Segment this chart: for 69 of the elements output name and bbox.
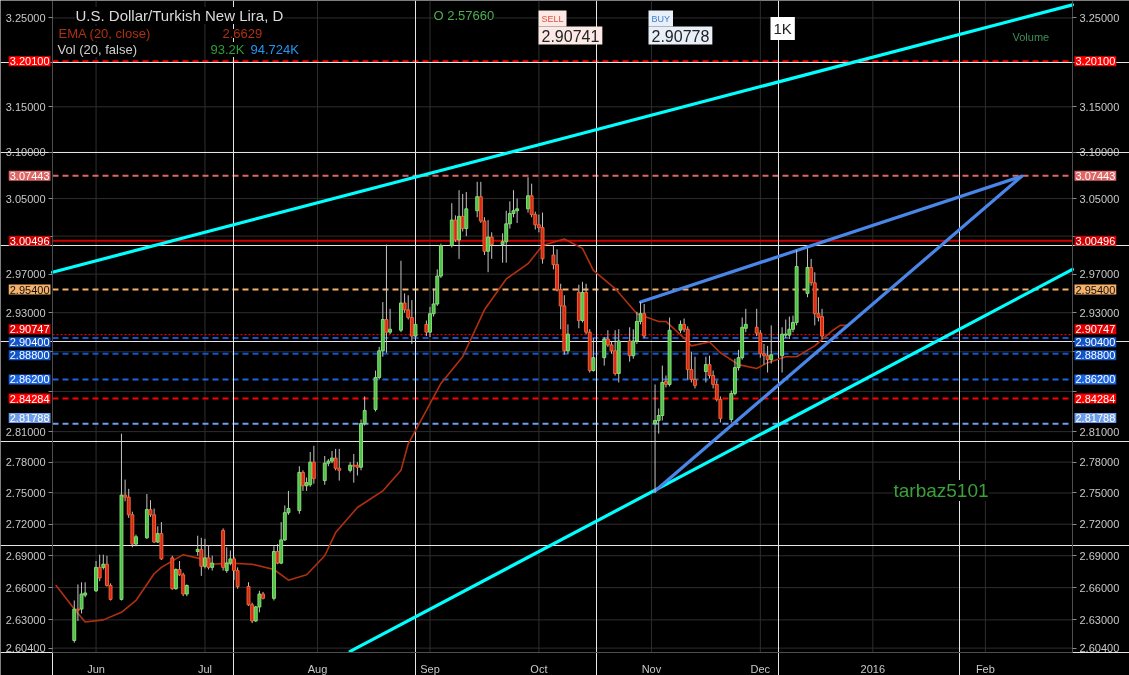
text: 3.15000 — [5, 100, 46, 113]
ref-line-label: 2.84284 — [1075, 392, 1116, 405]
text: 2.88800 — [9, 349, 50, 362]
annotation: BUY — [651, 13, 671, 24]
text: 3.07443 — [9, 169, 50, 182]
text: 3.05000 — [5, 192, 46, 205]
text: 2.95400 — [9, 283, 50, 296]
y-tick-label: 2.63000 — [1079, 613, 1120, 626]
annotation: 93.2K — [210, 42, 245, 57]
y-tick-label: 3.25000 — [1079, 11, 1120, 24]
text: 2.78000 — [5, 456, 46, 469]
y-tick-label: 3.05000 — [1079, 192, 1120, 205]
annotation: Volume — [1012, 30, 1050, 43]
text: 2.84284 — [9, 392, 50, 405]
annotation: 2.6629 — [222, 26, 263, 41]
x-tick-label: Nov — [641, 662, 662, 675]
text: 2.66000 — [5, 581, 46, 594]
x-tick-label: Oct — [530, 662, 548, 675]
ref-line-label: 2.90747 — [1075, 323, 1116, 336]
ref-line-label: 2.90400 — [1075, 336, 1116, 349]
x-tick-label: Jul — [197, 662, 212, 675]
chart-title: U.S. Dollar/Turkish New Lira, D — [75, 7, 284, 24]
text: 3.00496 — [9, 234, 50, 247]
annotation: 2.90778 — [651, 27, 710, 45]
annotation: tarbaz5101 — [893, 480, 989, 501]
y-tick-label: 2.97000 — [1079, 268, 1120, 281]
x-tick-label: Feb — [975, 662, 995, 675]
y-tick-label: 2.72000 — [1079, 518, 1120, 531]
ref-line-label: 2.88800 — [1075, 349, 1116, 362]
text: 2.75000 — [5, 487, 46, 499]
x-tick-label: 2016 — [860, 662, 886, 675]
ref-line-label: 2.95400 — [1075, 283, 1116, 296]
ref-line-label: 3.20100 — [1075, 55, 1116, 68]
text: 2.69000 — [5, 549, 46, 562]
text: EMA (20, close) — [58, 26, 151, 41]
ref-line-label: 3.07443 — [1075, 169, 1116, 182]
y-tick-label: 2.66000 — [1079, 581, 1120, 594]
y-tick-label: 2.78000 — [1079, 456, 1120, 469]
y-tick-label: 2.75000 — [1079, 487, 1120, 499]
annotation: O 2.57660 — [433, 8, 495, 23]
text: 2.97000 — [5, 268, 46, 281]
annotation: Vol (20, false) — [57, 42, 137, 57]
text: 2.93000 — [5, 306, 46, 319]
annotation: SELL — [541, 13, 564, 24]
annotation: 1K — [773, 20, 792, 37]
text: 2.86200 — [9, 373, 50, 386]
text: 2.60400 — [5, 642, 46, 655]
y-tick-label: 2.81000 — [1079, 425, 1120, 438]
y-tick-label: 2.69000 — [1079, 549, 1120, 562]
ref-line-label: 3.00496 — [1075, 234, 1116, 247]
x-tick-label: Aug — [307, 662, 328, 675]
text: 3.20100 — [9, 55, 50, 68]
x-tick-label: Sep — [420, 662, 440, 675]
text: 3.25000 — [5, 11, 46, 24]
x-tick-label: Dec — [750, 662, 771, 675]
x-tick-label: Jun — [87, 662, 105, 675]
text: 2.90747 — [9, 323, 50, 336]
text: 2.81000 — [5, 425, 46, 438]
annotation: 94.724K — [250, 42, 300, 57]
y-tick-label: 2.93000 — [1079, 306, 1120, 319]
text: 2.63000 — [5, 613, 46, 626]
annotation: 2.90741 — [541, 27, 600, 45]
text: 2.72000 — [5, 518, 46, 531]
y-tick-label: 3.15000 — [1079, 100, 1120, 113]
y-tick-label: 2.60400 — [1079, 642, 1120, 655]
text: 2.81788 — [9, 412, 50, 425]
ref-line-label: 2.86200 — [1075, 373, 1116, 386]
ref-line-label: 2.81788 — [1075, 412, 1116, 425]
text: 2.90400 — [9, 336, 50, 349]
